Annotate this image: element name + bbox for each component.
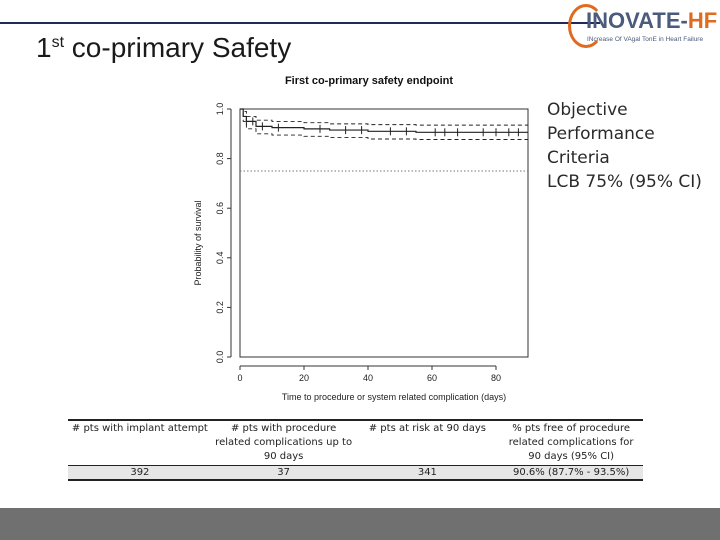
side-note-line-3: Criteria	[547, 148, 610, 168]
chart-title: First co-primary safety endpoint	[285, 75, 453, 87]
objective-performance-criteria-note: Objective Performance Criteria LCB 75% (…	[547, 98, 702, 194]
cell-at-risk: 341	[355, 465, 500, 481]
logo-wordmark: INOVATE-HF	[586, 8, 717, 34]
x-tick-label: 40	[363, 373, 373, 383]
slide-title-text: co-primary Safety	[64, 32, 292, 63]
y-tick-label: 0.2	[215, 301, 225, 314]
slide-title: 1st co-primary Safety	[36, 32, 291, 64]
plot-frame	[239, 108, 529, 358]
series-upper-ci	[240, 108, 528, 126]
logo-word-b: HF	[687, 8, 718, 33]
footer-bar	[0, 508, 720, 540]
survival-chart: First co-primary safety endpoint 0 20 40 60…	[193, 75, 529, 402]
cell-percent-free: 90.6% (87.7% - 93.5%)	[499, 465, 643, 481]
table-row: 392 37 341 90.6% (87.7% - 93.5%)	[68, 465, 643, 481]
x-tick-label: 20	[299, 373, 309, 383]
slide-title-number: 1	[36, 32, 52, 63]
logo-word-a: INOVATE-	[586, 8, 688, 33]
slide-title-ordinal: st	[51, 34, 65, 51]
x-tick-label: 80	[491, 373, 501, 383]
side-note-line-4: LCB 75% (95% CI)	[547, 172, 702, 192]
header-complications: # pts with procedure related complicatio…	[211, 419, 356, 466]
x-tick-label: 0	[237, 373, 242, 383]
header-percent-free: % pts free of procedure related complica…	[499, 419, 643, 466]
y-tick-label: 0.6	[215, 202, 225, 215]
summary-table: # pts with implant attempt # pts with pr…	[68, 419, 643, 481]
axes: 0 20 40 60 80 0.0 0.2 0.4 0.6 0.8 1.0	[215, 103, 501, 383]
series-estimate	[240, 108, 528, 133]
inovate-hf-logo: INOVATE-HF INcrease Of VAgal TonE in Hea…	[560, 0, 720, 50]
y-axis-label: Probability of survival	[193, 200, 203, 285]
title-rule	[0, 22, 600, 24]
table-header-row: # pts with implant attempt # pts with pr…	[68, 419, 643, 466]
x-tick-label: 60	[427, 373, 437, 383]
y-tick-label: 1.0	[215, 103, 225, 116]
cell-complications: 37	[211, 465, 356, 481]
side-note-line-1: Objective	[547, 100, 628, 120]
logo-tagline: INcrease Of VAgal TonE in Heart Failure	[587, 36, 704, 43]
x-axis-label: Time to procedure or system related comp…	[282, 392, 506, 402]
header-at-risk: # pts at risk at 90 days	[355, 419, 500, 466]
header-implant-attempt: # pts with implant attempt	[68, 419, 212, 466]
side-note-line-2: Performance	[547, 124, 655, 144]
cell-implant-attempt: 392	[68, 465, 212, 481]
series-lower-ci	[240, 108, 528, 140]
y-tick-label: 0.4	[215, 252, 225, 265]
logo-ring-icon	[568, 4, 604, 48]
plot-marks	[240, 108, 528, 172]
y-tick-label: 0.8	[215, 152, 225, 165]
y-tick-label: 0.0	[215, 351, 225, 364]
